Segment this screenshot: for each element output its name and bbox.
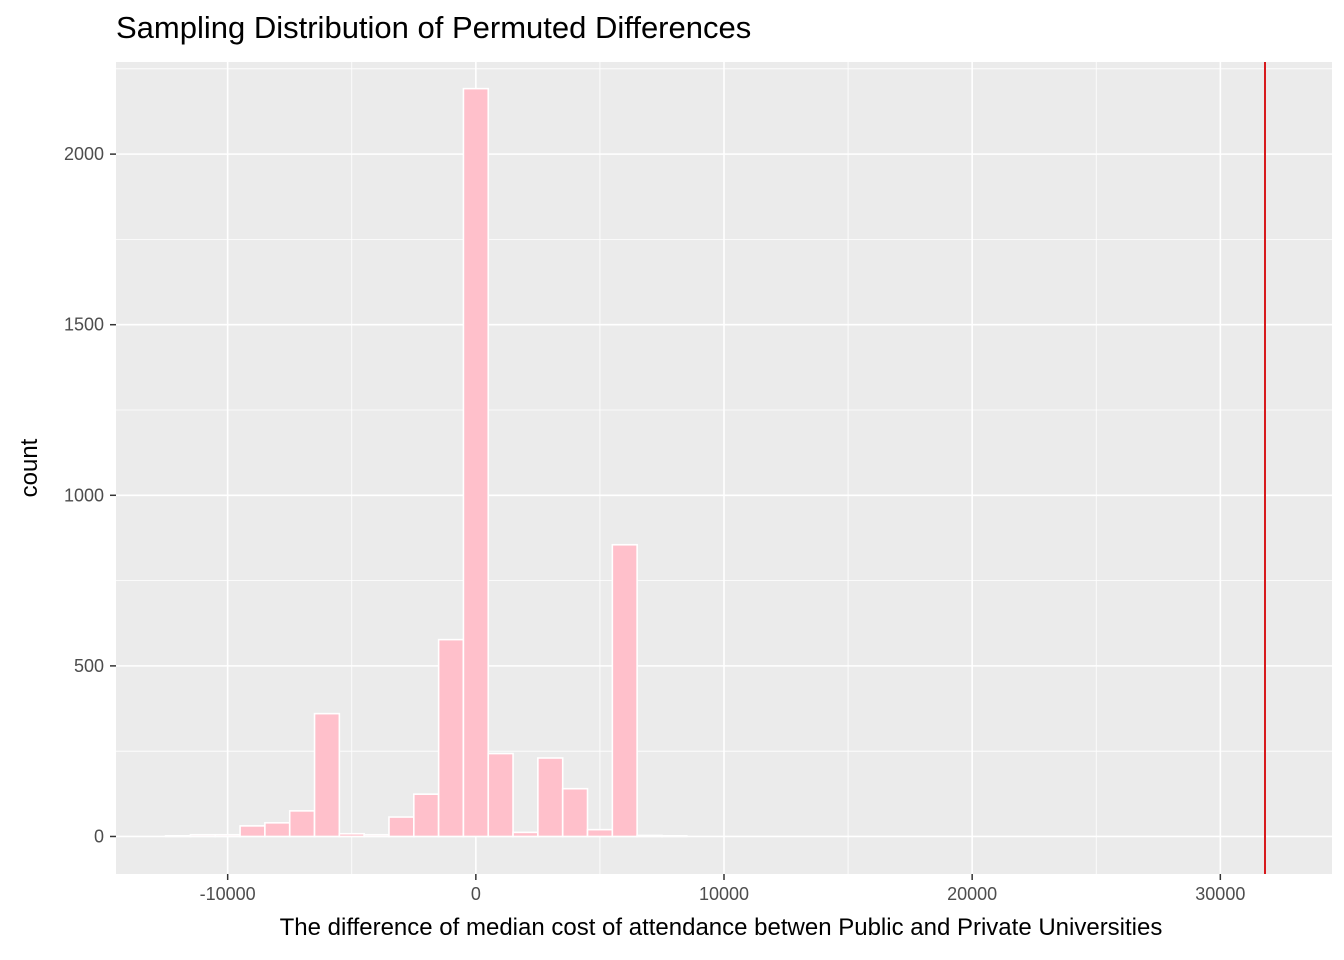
histogram-bar [661, 834, 688, 838]
histogram-bar [338, 832, 365, 838]
histogram-bars [164, 87, 688, 838]
y-tick-label: 500 [74, 656, 104, 676]
histogram-bar [512, 831, 539, 838]
chart-title: Sampling Distribution of Permuted Differ… [116, 10, 752, 45]
histogram-bar [164, 834, 192, 838]
histogram-bar [487, 752, 514, 838]
x-tick-label: 20000 [947, 884, 997, 904]
x-tick-label: 30000 [1195, 884, 1245, 904]
y-tick-label: 1500 [64, 315, 104, 335]
histogram-bar [388, 816, 415, 838]
y-tick-label: 2000 [64, 144, 104, 164]
histogram-bar [437, 638, 465, 838]
histogram-bar [239, 825, 266, 838]
histogram-bar [313, 712, 341, 838]
histogram-bar [537, 757, 564, 838]
x-axis-label: The difference of median cost of attenda… [279, 914, 1163, 941]
histogram-bar [561, 787, 589, 838]
x-tick-label: -10000 [200, 884, 256, 904]
histogram-bar [214, 833, 241, 838]
y-tick-label: 1000 [64, 485, 104, 505]
histogram-bar [462, 87, 490, 838]
x-tick-label: 0 [471, 884, 481, 904]
histogram-bar [288, 810, 316, 838]
histogram-bar [586, 828, 614, 838]
x-tick-label: 10000 [699, 884, 749, 904]
histogram-bar [611, 543, 638, 838]
histogram-bar [264, 822, 291, 838]
histogram-bar [363, 833, 390, 838]
histogram-bar [412, 793, 440, 838]
y-axis-ticks: 0 500 1000 1500 2000 [64, 144, 116, 846]
histogram-bar [189, 833, 217, 838]
histogram-bar [636, 834, 663, 838]
y-tick-label: 0 [94, 826, 104, 846]
x-axis-ticks: -10000 0 10000 20000 30000 [200, 874, 1245, 904]
